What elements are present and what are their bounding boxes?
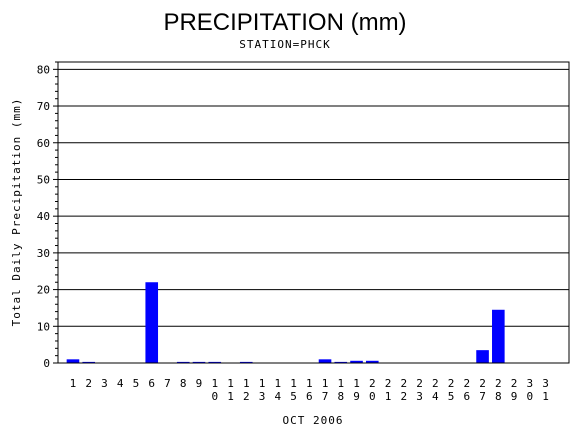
- y-axis: 0 10 20 30 40 50 60 70 80: [37, 61, 58, 370]
- bar-day-17: [318, 359, 332, 363]
- x-tick-label: 6: [148, 377, 155, 390]
- y-tick-label: 20: [37, 284, 50, 297]
- x-tick-label: 3: [101, 377, 108, 390]
- gridlines: [58, 68, 569, 327]
- x-tick-label: 4: [117, 377, 124, 390]
- bar-day-19: [350, 360, 363, 363]
- plot-frame: [57, 61, 570, 364]
- y-tick-label: 50: [37, 173, 50, 186]
- y-tick-label: 0: [43, 357, 50, 370]
- y-tick-label: 10: [37, 320, 50, 333]
- bar-day-27: [476, 350, 489, 363]
- chart-title: PRECIPITATION (mm): [163, 9, 406, 36]
- bars: [66, 282, 505, 364]
- x-tick-label: 1: [70, 377, 77, 390]
- x-tick-label: 2: [85, 377, 92, 390]
- chart-subtitle: STATION=PHCK: [239, 38, 330, 51]
- x-tick-label: 7: [164, 377, 171, 390]
- x-tick-label: 8: [180, 377, 187, 390]
- x-tick-label: 5: [133, 377, 140, 390]
- y-axis-label: Total Daily Precipitation (mm): [10, 98, 23, 327]
- y-tick-label: 40: [37, 210, 50, 223]
- bar-day-1: [66, 359, 80, 363]
- bar-day-28: [492, 309, 505, 363]
- x-axis: 1 2 3 4 5 6 7 8 9 1 01 11 21 31 41 51 61 71 81 92 02 12 22 32 42…: [70, 377, 549, 403]
- bar-day-6: [145, 282, 159, 363]
- x-axis-label: OCT 2006: [283, 414, 344, 427]
- y-tick-label: 70: [37, 100, 50, 113]
- y-tick-label: 30: [37, 247, 50, 260]
- bar-day-20: [365, 360, 379, 363]
- x-tick-label: 9: [196, 377, 203, 390]
- y-tick-label: 60: [37, 137, 50, 150]
- y-tick-label: 80: [37, 63, 50, 76]
